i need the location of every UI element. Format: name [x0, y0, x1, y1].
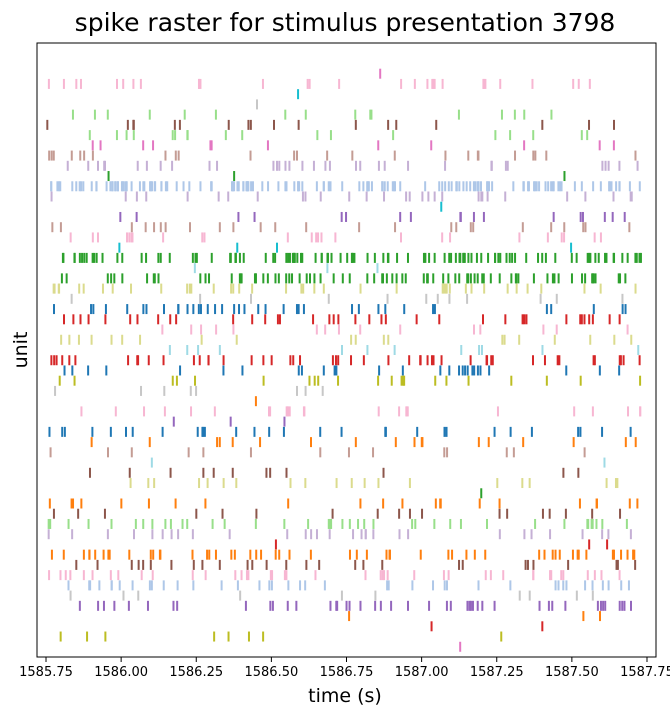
x-axis-ticks: 1585.75 1586.00 1586.25 1586.50 1586.75 1587.…	[19, 657, 670, 680]
spike-ticks-layer	[46, 68, 642, 652]
y-axis-label: unit	[10, 332, 32, 369]
x-tick-label: 1586.00	[94, 665, 148, 680]
x-tick-label: 1586.50	[244, 665, 298, 680]
x-tick-label: 1585.75	[19, 665, 73, 680]
x-tick-label: 1587.25	[470, 665, 524, 680]
x-tick-label: 1587.75	[620, 665, 670, 680]
x-axis-label: time (s)	[308, 685, 382, 707]
chart-title: spike raster for stimulus presentation 3…	[75, 8, 616, 37]
x-tick-label: 1587.50	[545, 665, 599, 680]
x-tick-label: 1586.25	[169, 665, 223, 680]
x-tick-label: 1587.00	[395, 665, 449, 680]
x-tick-label: 1586.75	[320, 665, 374, 680]
